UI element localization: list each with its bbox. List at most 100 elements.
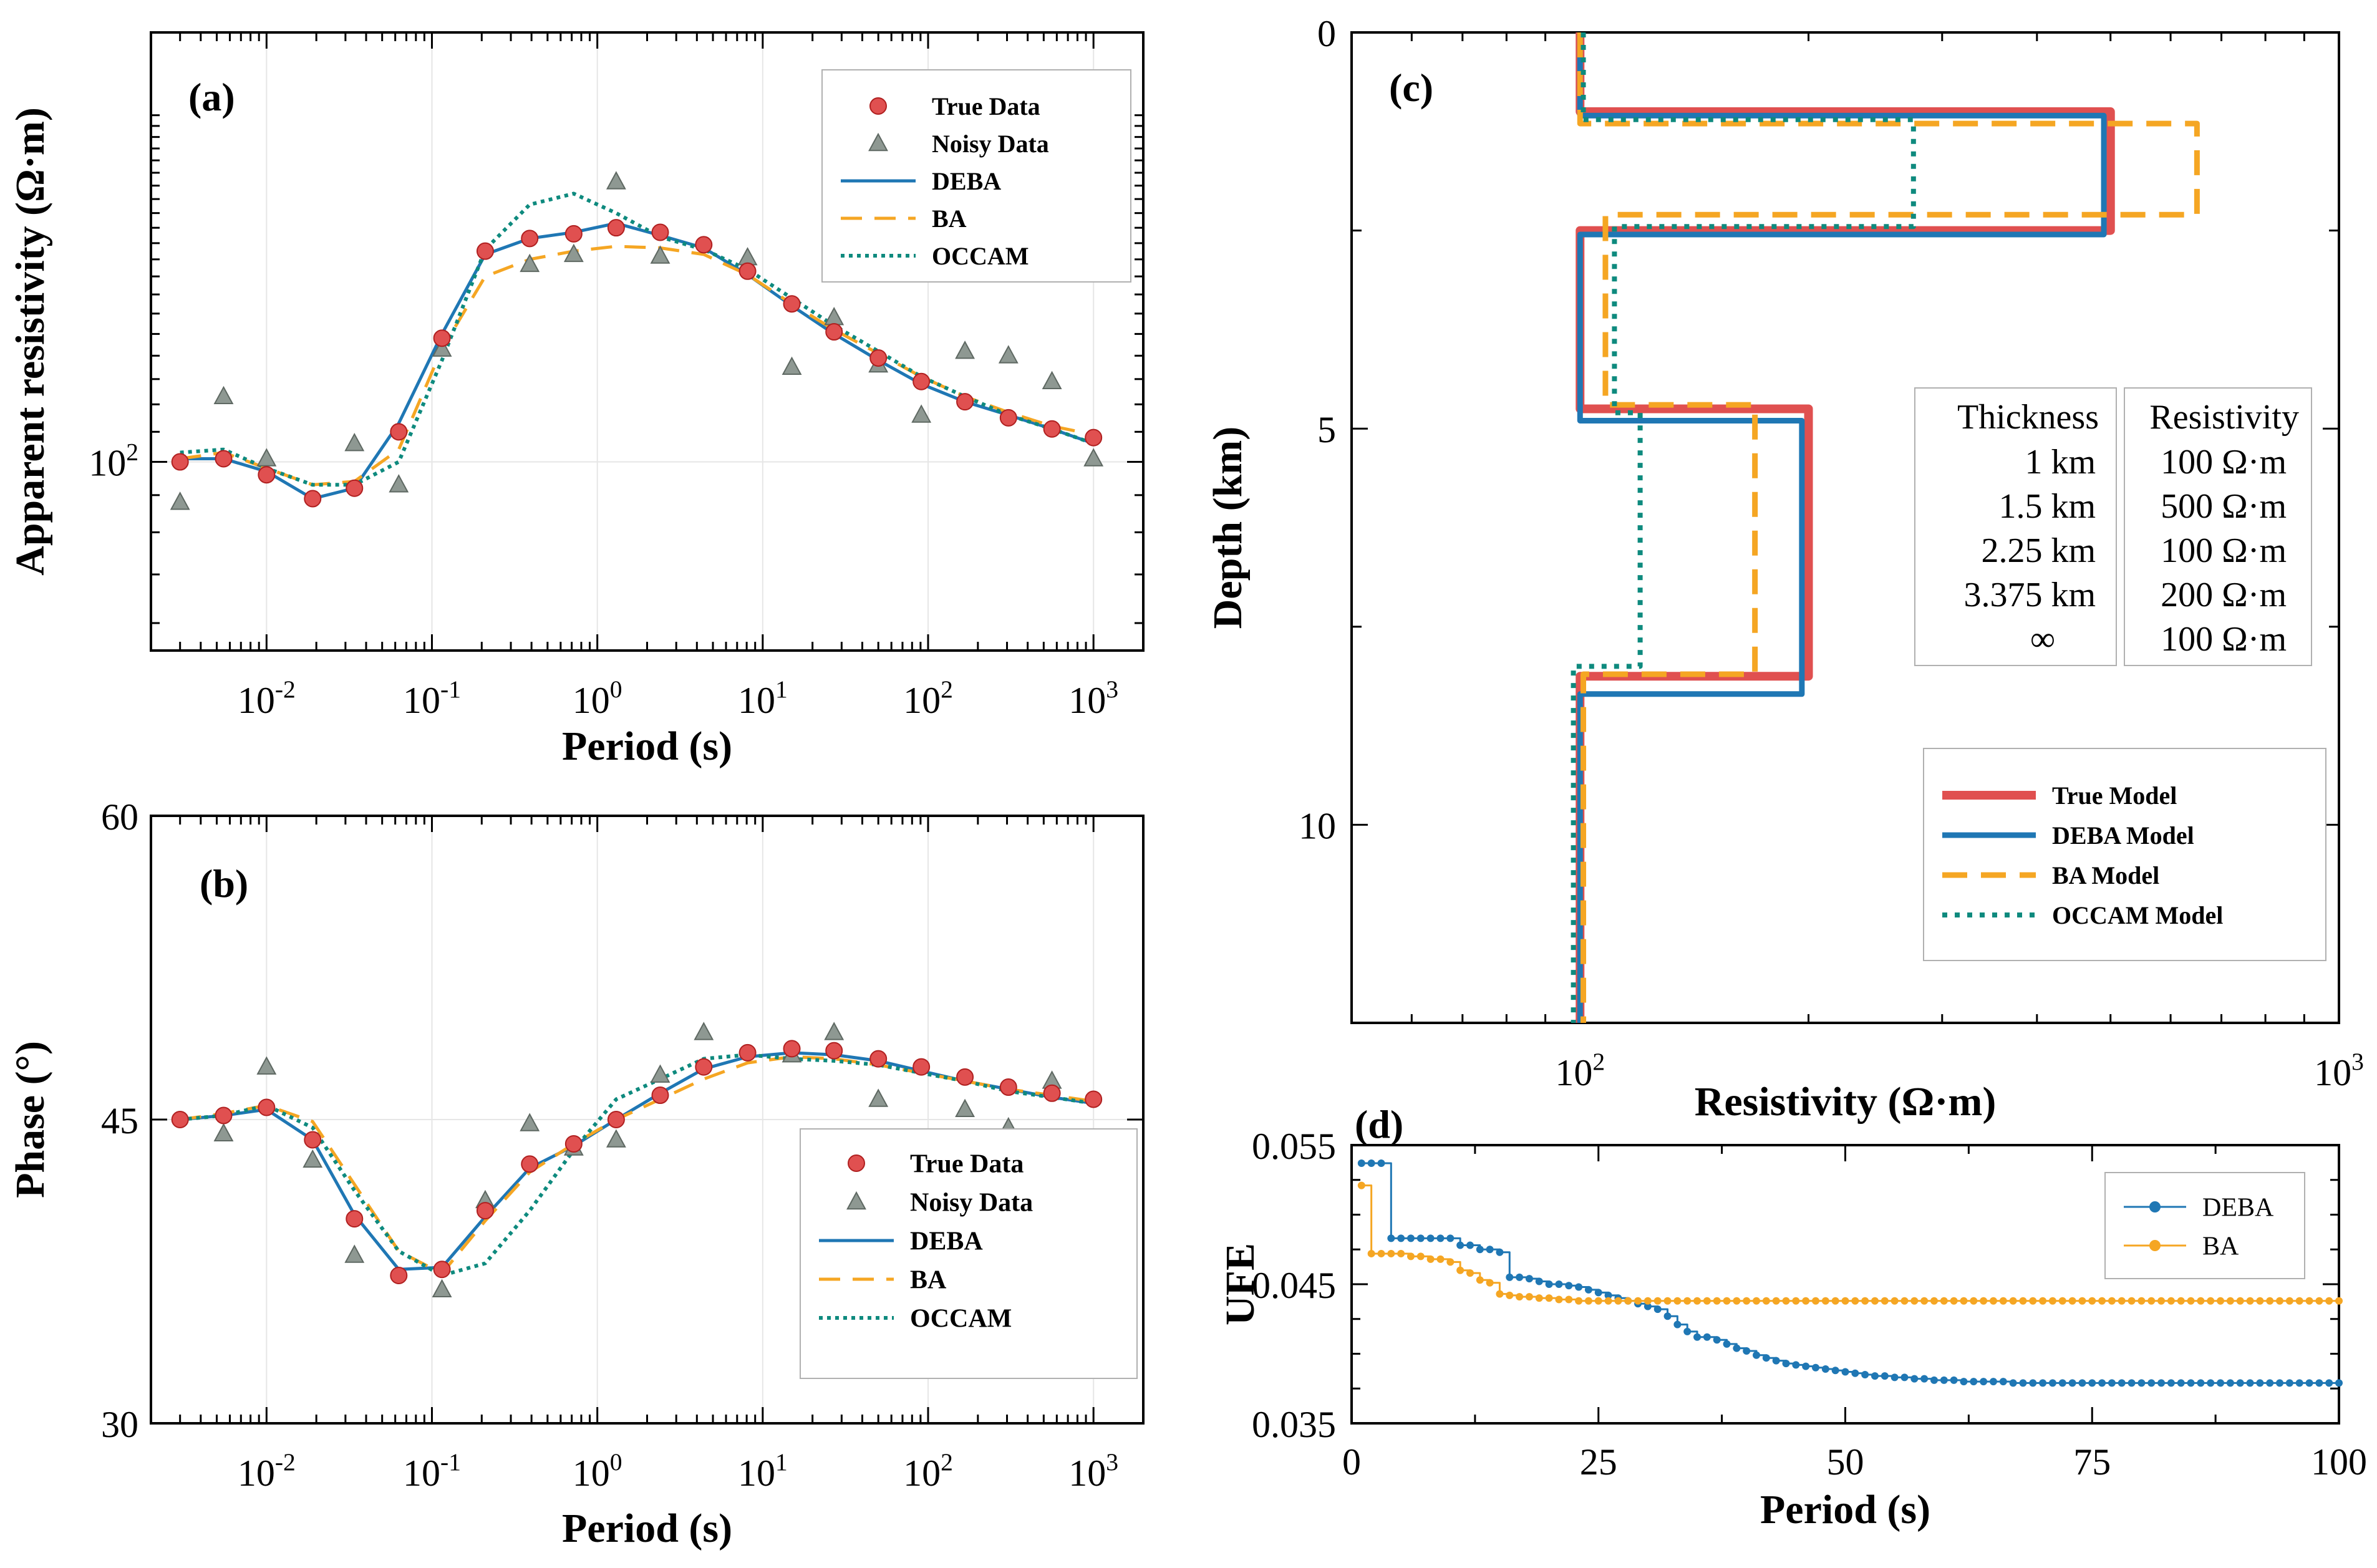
data-point-ba <box>2157 1297 2166 1305</box>
legend-noisy-data-label: Noisy Data <box>910 1189 1033 1217</box>
data-point-ba <box>1733 1297 1741 1305</box>
noisy-data-point <box>650 245 670 264</box>
data-point-ba <box>1802 1297 1810 1305</box>
data-point-ba <box>2048 1297 2056 1305</box>
data-point-ba <box>1436 1255 1445 1263</box>
data-point-ba <box>2009 1297 2017 1305</box>
legend-true-model-label: True Model <box>2052 782 2177 810</box>
true-data-point <box>999 409 1017 427</box>
data-point-ba <box>2177 1297 2185 1305</box>
table-header-resistivity: Resistivity <box>2149 398 2299 437</box>
x-tick-label: 25 <box>1580 1441 1617 1483</box>
data-point-deba <box>2088 1379 2096 1387</box>
noisy-data-point <box>955 341 975 359</box>
thickness-table-box <box>1914 387 2117 666</box>
legend-box <box>2104 1172 2305 1279</box>
y-tick-label: 30 <box>101 1404 138 1445</box>
true-data-point <box>258 1098 276 1116</box>
data-point-deba <box>2266 1379 2274 1387</box>
noisy-data-point <box>520 253 540 273</box>
data-point-deba <box>2167 1379 2175 1387</box>
data-point-ba <box>1406 1252 1415 1261</box>
true-data-point <box>738 262 757 280</box>
true-data-point <box>651 1086 669 1105</box>
data-point-ba <box>1792 1297 1800 1305</box>
data-point-ba <box>2058 1297 2066 1305</box>
data-point-ba <box>1486 1279 1494 1287</box>
data-point-ba <box>1416 1252 1425 1261</box>
data-point-ba <box>1663 1297 1672 1305</box>
y-axis-label: Depth (km) <box>1205 427 1251 629</box>
noisy-data-point <box>824 307 845 326</box>
legend-deba-label: DEBA <box>932 167 1001 195</box>
data-point-deba <box>1802 1362 1810 1370</box>
data-point-deba <box>1416 1234 1425 1242</box>
data-point-ba <box>1604 1297 1612 1305</box>
data-point-deba <box>1446 1234 1455 1242</box>
data-point-ba <box>1762 1297 1770 1305</box>
data-point-deba <box>1910 1375 1919 1383</box>
data-point-ba <box>1565 1295 1573 1304</box>
true-data-point <box>956 1068 974 1086</box>
true-data-point <box>564 225 583 243</box>
legend-ba-label: BA <box>932 205 967 233</box>
data-point-ba <box>1614 1297 1622 1305</box>
x-tick-label: 10-2 <box>238 1448 296 1494</box>
noisy-data-point <box>824 1022 845 1040</box>
x-axis-label: Period (s) <box>1760 1487 1930 1532</box>
legend-true-data-marker <box>869 97 887 115</box>
data-point-ba <box>1743 1297 1751 1305</box>
data-point-ba <box>2137 1297 2146 1305</box>
data-point-deba <box>1703 1333 1711 1341</box>
true-data-point <box>607 1111 625 1128</box>
data-point-deba <box>1486 1246 1494 1254</box>
legend-deba-marker <box>2149 1201 2161 1212</box>
true-data-point <box>433 1261 451 1279</box>
data-point-deba <box>1406 1234 1415 1242</box>
legend-ba-label: BA <box>2202 1232 2239 1261</box>
data-point-ba <box>1821 1297 1829 1305</box>
series-line-deba-model <box>1577 32 2107 1023</box>
noisy-data-point <box>1083 448 1104 467</box>
true-data-point <box>521 1155 539 1173</box>
data-point-ba <box>1970 1297 1978 1305</box>
data-point-deba <box>1644 1302 1652 1310</box>
data-point-ba <box>2197 1297 2205 1305</box>
data-point-deba <box>1594 1289 1602 1297</box>
data-point-deba <box>1950 1376 1958 1384</box>
data-point-ba <box>1496 1290 1504 1298</box>
data-point-deba <box>1456 1241 1464 1249</box>
noisy-data-point <box>955 1098 975 1118</box>
panel-a: 10-2 10-1 100 101 102 103 102 Period (s) Apparen… <box>7 31 1145 769</box>
data-point-deba <box>1476 1246 1484 1254</box>
true-data-point <box>258 466 276 484</box>
data-point-deba <box>1831 1367 1839 1375</box>
data-point-ba <box>2285 1297 2293 1305</box>
data-point-deba <box>1753 1351 1761 1359</box>
panel-c: 102 103 0 5 10 Resistivity (Ω·m) Depth (km) (c)… <box>1205 13 2364 1125</box>
data-point-ba <box>1831 1297 1839 1305</box>
table-resistivity-value: 100 Ω·m <box>2161 531 2287 570</box>
data-point-deba <box>1683 1327 1692 1335</box>
data-point-ba <box>2098 1297 2106 1305</box>
panel-label: (a) <box>188 75 235 119</box>
noisy-data-point <box>650 1064 670 1083</box>
data-point-ba <box>1584 1297 1592 1305</box>
legend-ba-model-label: BA Model <box>2052 861 2159 889</box>
legend-box <box>1923 748 2326 961</box>
y-tick-label: 60 <box>101 796 138 838</box>
data-point-deba <box>1821 1365 1829 1373</box>
true-data-point <box>738 1043 757 1062</box>
data-point-deba <box>2207 1379 2215 1387</box>
true-data-point <box>215 1106 233 1125</box>
data-point-ba <box>2078 1297 2086 1305</box>
x-tick-label: 102 <box>903 675 953 721</box>
x-axis-label: Resistivity (Ω·m) <box>1695 1079 1997 1125</box>
series-line-occam <box>180 1053 1094 1277</box>
data-point-deba <box>1604 1291 1612 1299</box>
data-point-deba <box>1782 1360 1790 1368</box>
data-point-ba <box>1466 1269 1474 1277</box>
data-point-deba <box>1545 1280 1553 1288</box>
data-point-deba <box>2098 1379 2106 1387</box>
true-data-point <box>999 1078 1017 1096</box>
